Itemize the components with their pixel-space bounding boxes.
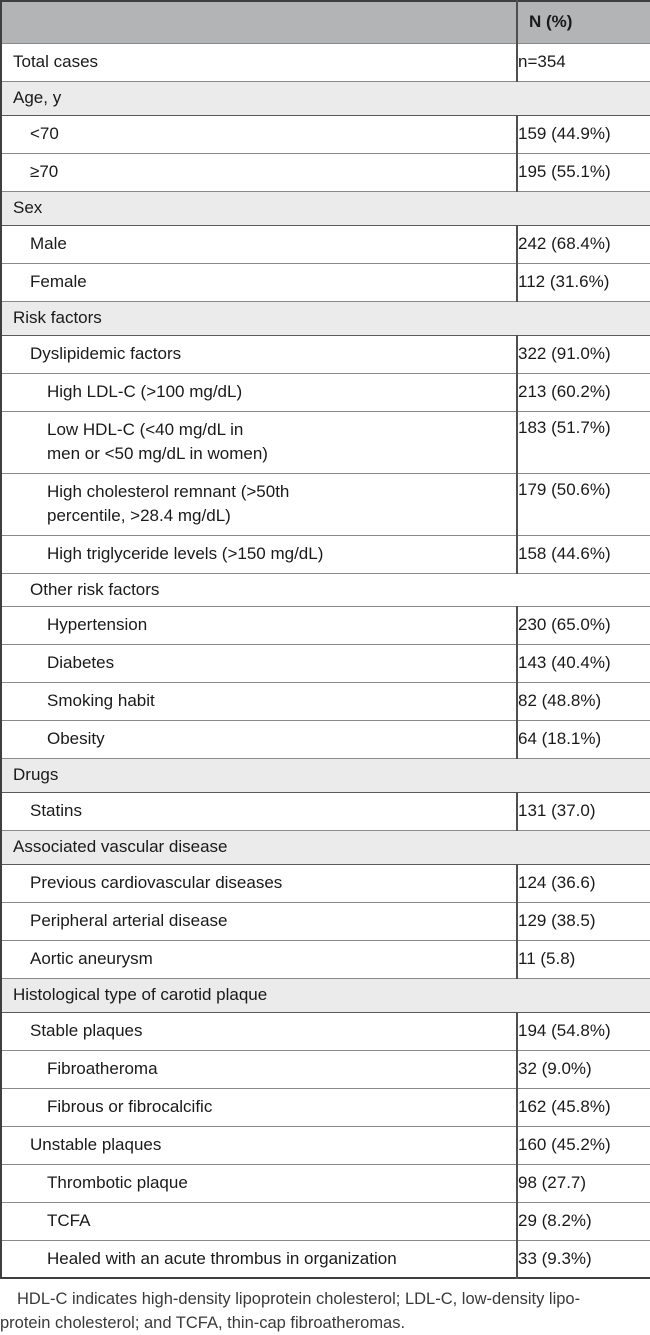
row-label: Histological type of carotid plaque bbox=[1, 977, 650, 1013]
footnote: HDL-C indicates high-density lipoprotein… bbox=[0, 1287, 650, 1335]
table-row: Peripheral arterial disease 129 (38.5) bbox=[1, 901, 650, 941]
row-value: 158 (44.6%) bbox=[517, 534, 650, 574]
row-label: High LDL-C (>100 mg/dL) bbox=[1, 372, 518, 412]
table-header-row: N (%) bbox=[1, 0, 650, 44]
row-value: 143 (40.4%) bbox=[517, 643, 650, 683]
row-value: 131 (37.0) bbox=[517, 791, 650, 831]
row-label: <70 bbox=[1, 114, 518, 154]
row-label: Peripheral arterial disease bbox=[1, 901, 518, 941]
row-label: Previous cardiovascular diseases bbox=[1, 863, 518, 903]
row-label: Thrombotic plaque bbox=[1, 1163, 518, 1203]
row-label: High triglyceride levels (>150 mg/dL) bbox=[1, 534, 518, 574]
table-row: TCFA 29 (8.2%) bbox=[1, 1201, 650, 1241]
row-value: 32 (9.0%) bbox=[517, 1049, 650, 1089]
row-value: 112 (31.6%) bbox=[517, 262, 650, 302]
row-label: Hypertension bbox=[1, 605, 518, 645]
section-row: Drugs bbox=[1, 757, 650, 793]
column-header-n-percent: N (%) bbox=[517, 0, 650, 44]
characteristics-table: N (%) Total cases n=354 Age, y <70 159 (44.9… bbox=[0, 0, 650, 1279]
column-header-label bbox=[1, 0, 518, 44]
table-row: Healed with an acute thrombus in organiz… bbox=[1, 1239, 650, 1279]
table-body: Total cases n=354 Age, y <70 159 (44.9%) ≥70 1… bbox=[1, 42, 650, 1279]
table-row: High cholesterol remnant (>50th percenti… bbox=[1, 472, 650, 536]
table-row: Dyslipidemic factors 322 (91.0%) bbox=[1, 334, 650, 374]
row-value: 29 (8.2%) bbox=[517, 1201, 650, 1241]
footnote-line: protein cholesterol; and TCFA, thin-cap … bbox=[0, 1314, 406, 1332]
table-row: ≥70 195 (55.1%) bbox=[1, 152, 650, 192]
table-row: Low HDL-C (<40 mg/dL in men or <50 mg/dL… bbox=[1, 410, 650, 474]
row-label: Risk factors bbox=[1, 300, 650, 336]
table-row: Smoking habit 82 (48.8%) bbox=[1, 681, 650, 721]
footnote-line: HDL-C indicates high-density lipoprotein… bbox=[17, 1290, 581, 1308]
row-value: 183 (51.7%) bbox=[517, 410, 650, 474]
row-label: Statins bbox=[1, 791, 518, 831]
table-row: Total cases n=354 bbox=[1, 42, 650, 82]
table-row: Diabetes 143 (40.4%) bbox=[1, 643, 650, 683]
section-row: Sex bbox=[1, 190, 650, 226]
table-row: Aortic aneurysm 11 (5.8) bbox=[1, 939, 650, 979]
row-label: Stable plaques bbox=[1, 1011, 518, 1051]
row-label: Unstable plaques bbox=[1, 1125, 518, 1165]
table-row: Other risk factors bbox=[1, 572, 650, 607]
row-label: Fibroatheroma bbox=[1, 1049, 518, 1089]
row-label: Obesity bbox=[1, 719, 518, 759]
section-row: Histological type of carotid plaque bbox=[1, 977, 650, 1013]
row-label: Female bbox=[1, 262, 518, 302]
row-value: 242 (68.4%) bbox=[517, 224, 650, 264]
table-row: Female 112 (31.6%) bbox=[1, 262, 650, 302]
row-value: 64 (18.1%) bbox=[517, 719, 650, 759]
row-value: 160 (45.2%) bbox=[517, 1125, 650, 1165]
table-row: Previous cardiovascular diseases 124 (36.… bbox=[1, 863, 650, 903]
row-label: Age, y bbox=[1, 80, 650, 116]
section-row: Age, y bbox=[1, 80, 650, 116]
row-label: ≥70 bbox=[1, 152, 518, 192]
table-row: Thrombotic plaque 98 (27.7) bbox=[1, 1163, 650, 1203]
row-label: TCFA bbox=[1, 1201, 518, 1241]
row-value: 98 (27.7) bbox=[517, 1163, 650, 1203]
row-value: 82 (48.8%) bbox=[517, 681, 650, 721]
row-value: 213 (60.2%) bbox=[517, 372, 650, 412]
row-label: Low HDL-C (<40 mg/dL in men or <50 mg/dL… bbox=[1, 410, 518, 474]
row-label: Dyslipidemic factors bbox=[1, 334, 518, 374]
row-value: 124 (36.6) bbox=[517, 863, 650, 903]
row-label: Smoking habit bbox=[1, 681, 518, 721]
row-value: 195 (55.1%) bbox=[517, 152, 650, 192]
table-row: <70 159 (44.9%) bbox=[1, 114, 650, 154]
row-label: Fibrous or fibrocalcific bbox=[1, 1087, 518, 1127]
row-label: Healed with an acute thrombus in organiz… bbox=[1, 1239, 518, 1279]
row-value: 230 (65.0%) bbox=[517, 605, 650, 645]
table-row: Hypertension 230 (65.0%) bbox=[1, 605, 650, 645]
table-row: High LDL-C (>100 mg/dL) 213 (60.2%) bbox=[1, 372, 650, 412]
table-row: High triglyceride levels (>150 mg/dL) 158… bbox=[1, 534, 650, 574]
table-row: Obesity 64 (18.1%) bbox=[1, 719, 650, 759]
row-value: n=354 bbox=[517, 42, 650, 82]
row-label: Other risk factors bbox=[1, 572, 650, 607]
row-value: 159 (44.9%) bbox=[517, 114, 650, 154]
table-row: Statins 131 (37.0) bbox=[1, 791, 650, 831]
section-row: Associated vascular disease bbox=[1, 829, 650, 865]
row-label: Male bbox=[1, 224, 518, 264]
row-label: Associated vascular disease bbox=[1, 829, 650, 865]
row-label: Aortic aneurysm bbox=[1, 939, 518, 979]
row-value: 179 (50.6%) bbox=[517, 472, 650, 536]
section-row: Risk factors bbox=[1, 300, 650, 336]
row-value: 162 (45.8%) bbox=[517, 1087, 650, 1127]
table-row: Unstable plaques 160 (45.2%) bbox=[1, 1125, 650, 1165]
row-label: Drugs bbox=[1, 757, 650, 793]
table-row: Fibroatheroma 32 (9.0%) bbox=[1, 1049, 650, 1089]
row-value: 129 (38.5) bbox=[517, 901, 650, 941]
table-row: Male 242 (68.4%) bbox=[1, 224, 650, 264]
row-label: Total cases bbox=[1, 42, 518, 82]
row-value: 11 (5.8) bbox=[517, 939, 650, 979]
table-row: Stable plaques 194 (54.8%) bbox=[1, 1011, 650, 1051]
row-value: 33 (9.3%) bbox=[517, 1239, 650, 1279]
row-value: 322 (91.0%) bbox=[517, 334, 650, 374]
row-label: Diabetes bbox=[1, 643, 518, 683]
table-row: Fibrous or fibrocalcific 162 (45.8%) bbox=[1, 1087, 650, 1127]
row-label: High cholesterol remnant (>50th percenti… bbox=[1, 472, 518, 536]
row-label: Sex bbox=[1, 190, 650, 226]
row-value: 194 (54.8%) bbox=[517, 1011, 650, 1051]
